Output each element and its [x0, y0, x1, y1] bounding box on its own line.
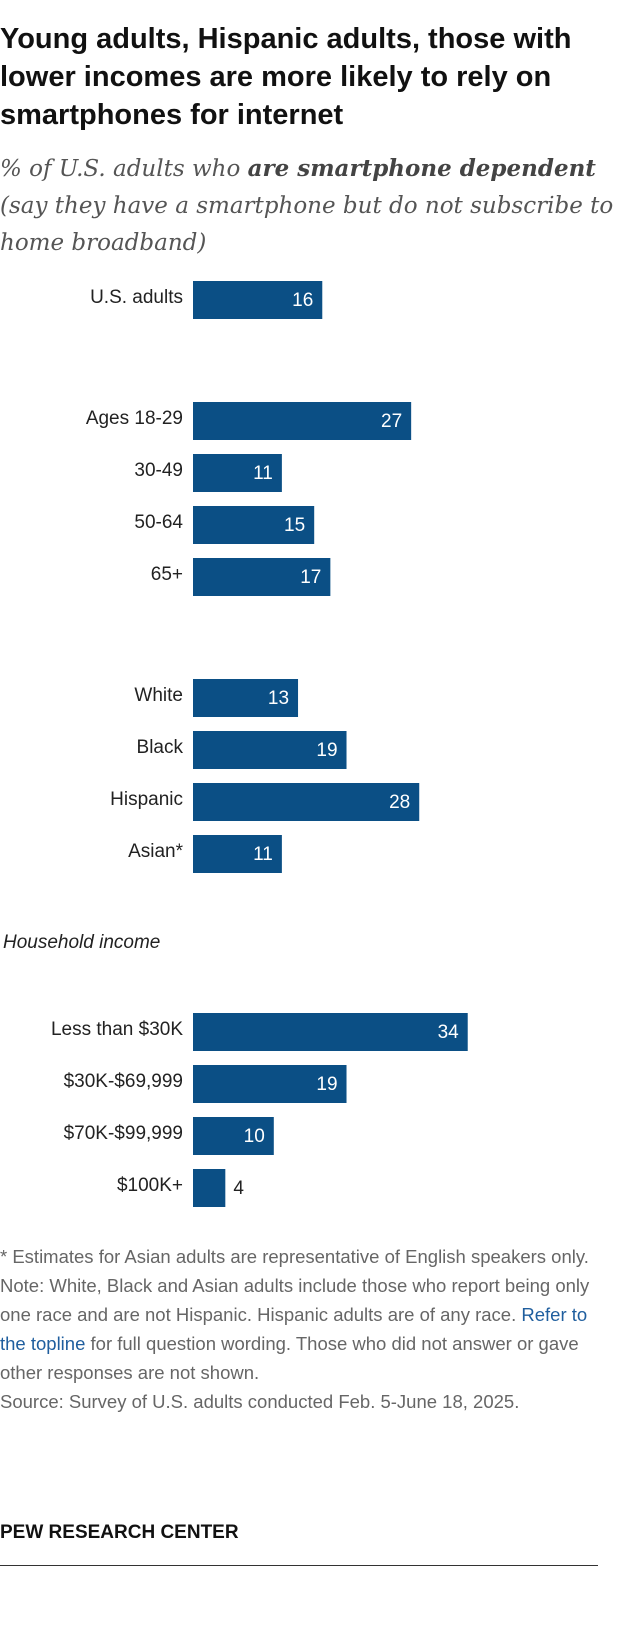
category-label: $30K-$69,999 [64, 1071, 183, 1092]
value-label: 27 [381, 411, 402, 432]
subtitle-text: (say they have a smartphone but do not s… [0, 193, 614, 256]
value-label: 11 [253, 844, 273, 865]
bottom-rule [0, 1565, 598, 1566]
bar [193, 281, 323, 319]
value-label: 4 [233, 1178, 244, 1199]
category-label: 30-49 [134, 460, 183, 481]
category-label: Less than $30K [51, 1019, 183, 1040]
source-org: PEW RESEARCH CENTER [0, 1522, 239, 1543]
note-text: Note: White, Black and Asian adults incl… [0, 1275, 590, 1325]
bar [193, 1013, 468, 1051]
notes: * Estimates for Asian adults are represe… [0, 1242, 612, 1416]
bar [193, 679, 299, 717]
topline-link[interactable]: Refer to the topline [0, 1304, 588, 1354]
category-label: 50-64 [134, 512, 183, 533]
bar [193, 1169, 226, 1207]
chart-subtitle: % of U.S. adults who are smartphone depe… [0, 150, 615, 262]
value-label: 13 [268, 688, 289, 709]
category-label: Black [137, 737, 184, 758]
bar [193, 835, 282, 873]
note: * Estimates for Asian adults are represe… [0, 1246, 589, 1267]
value-label: 28 [389, 792, 410, 813]
chart-title: Young adults, Hispanic adults, those wit… [0, 23, 572, 131]
category-label: U.S. adults [90, 287, 183, 308]
note: Source: Survey of U.S. adults conducted … [0, 1391, 520, 1412]
chart: U.S. adults 16 Ages 18-29 27 30-49 11 50-64 15 6… [3, 281, 468, 1207]
bar [193, 783, 420, 821]
value-label: 19 [316, 740, 337, 761]
subtitle-text: % of U.S. adults who [0, 156, 248, 182]
category-label: $100K+ [117, 1175, 183, 1196]
bar [193, 731, 347, 769]
value-label: 11 [253, 463, 273, 484]
category-label: $70K-$99,999 [64, 1123, 183, 1144]
category-label: Ages 18-29 [86, 408, 183, 429]
category-label: Asian* [128, 841, 184, 862]
group-label: Household income [3, 932, 160, 953]
note: Note: White, Black and Asian adults incl… [0, 1271, 612, 1387]
category-label: 65+ [151, 564, 183, 585]
value-label: 19 [316, 1074, 337, 1095]
bar [193, 1117, 274, 1155]
value-label: 17 [300, 567, 321, 588]
bar [193, 454, 282, 492]
subtitle-emphasis: are smartphone dependent [247, 155, 596, 182]
category-label: Hispanic [110, 789, 183, 810]
bar [193, 1065, 347, 1103]
value-label: 15 [284, 515, 305, 536]
bar [193, 558, 331, 596]
bar [193, 402, 412, 440]
note-text: for full question wording. Those who did… [0, 1333, 579, 1383]
bar [193, 506, 315, 544]
value-label: 16 [292, 290, 313, 311]
value-label: 10 [244, 1126, 265, 1147]
value-label: 34 [438, 1022, 460, 1043]
category-label: White [134, 685, 183, 706]
